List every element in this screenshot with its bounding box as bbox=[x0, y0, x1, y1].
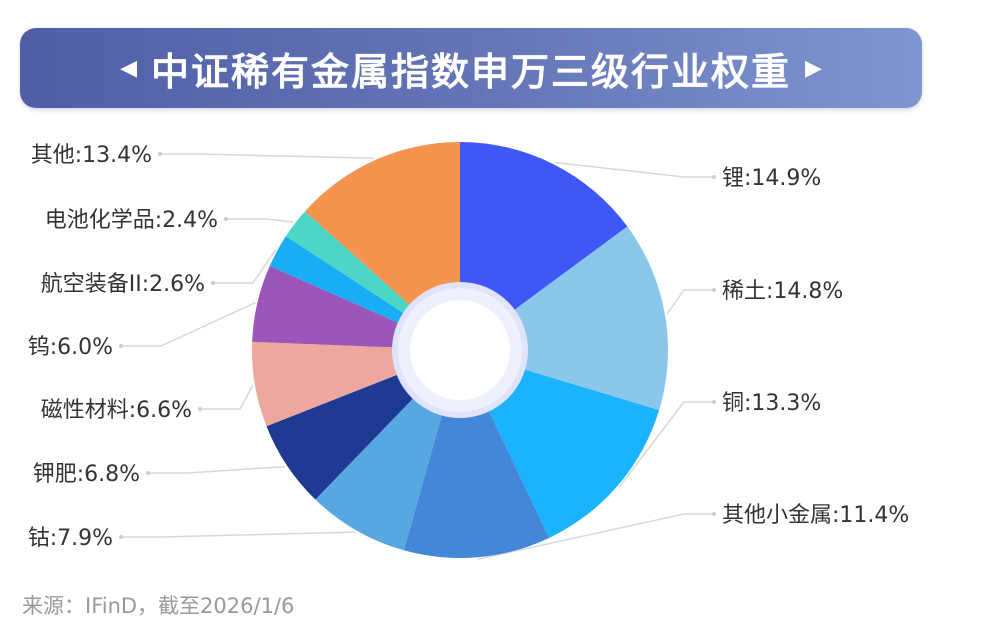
leader-line-7 bbox=[121, 301, 256, 347]
leader-line-10 bbox=[160, 153, 375, 160]
leader-dot-7 bbox=[119, 344, 123, 348]
slice-label-10: 其他:13.4% bbox=[31, 143, 152, 168]
source-note: 来源：IFinD，截至2026/1/6 bbox=[22, 594, 295, 618]
slice-label-5: 钾肥:6.8% bbox=[33, 462, 140, 487]
leader-dot-5 bbox=[146, 471, 150, 475]
leader-line-9 bbox=[226, 218, 294, 223]
chart-title-banner: ◀ 中证稀有金属指数申万三级行业权重 ▶ bbox=[20, 28, 922, 108]
leader-line-4 bbox=[121, 531, 356, 538]
pie-slice-3[interactable] bbox=[403, 350, 550, 558]
leader-line-8 bbox=[213, 249, 277, 284]
leader-dot-2 bbox=[712, 400, 716, 404]
slice-label-0: 锂:14.9% bbox=[722, 166, 821, 191]
leader-line-6 bbox=[200, 384, 254, 410]
slice-label-7: 钨:6.0% bbox=[28, 335, 113, 360]
slice-label-4: 钴:7.9% bbox=[28, 526, 113, 551]
leader-dot-6 bbox=[198, 407, 202, 411]
slice-label-1: 稀土:14.8% bbox=[722, 279, 843, 304]
leader-dot-9 bbox=[224, 217, 228, 221]
leader-line-1 bbox=[666, 289, 714, 315]
slice-label-9: 电池化学品:2.4% bbox=[45, 208, 218, 233]
leader-dot-3 bbox=[712, 512, 716, 516]
slice-label-6: 磁性材料:6.6% bbox=[41, 398, 192, 423]
right-triangle-icon: ▶ bbox=[805, 55, 822, 81]
chart-title: 中证稀有金属指数申万三级行业权重 bbox=[150, 49, 791, 94]
slice-label-8: 航空装备II:2.6% bbox=[41, 272, 205, 297]
leader-dot-4 bbox=[119, 535, 123, 539]
leader-dot-1 bbox=[712, 288, 716, 292]
leader-line-5 bbox=[148, 465, 286, 474]
leader-line-3 bbox=[477, 513, 714, 560]
left-triangle-icon: ◀ bbox=[120, 55, 137, 81]
leader-dot-8 bbox=[211, 281, 215, 285]
pie-slice-2[interactable] bbox=[460, 350, 660, 538]
leader-dot-10 bbox=[158, 152, 162, 156]
slice-label-2: 铜:13.3% bbox=[722, 391, 821, 416]
leader-line-2 bbox=[618, 401, 714, 488]
leader-dot-0 bbox=[712, 175, 716, 179]
leader-lines bbox=[119, 152, 716, 560]
slice-label-3: 其他小金属:11.4% bbox=[722, 503, 909, 528]
leader-line-0 bbox=[554, 161, 714, 178]
donut-hole bbox=[410, 300, 510, 400]
